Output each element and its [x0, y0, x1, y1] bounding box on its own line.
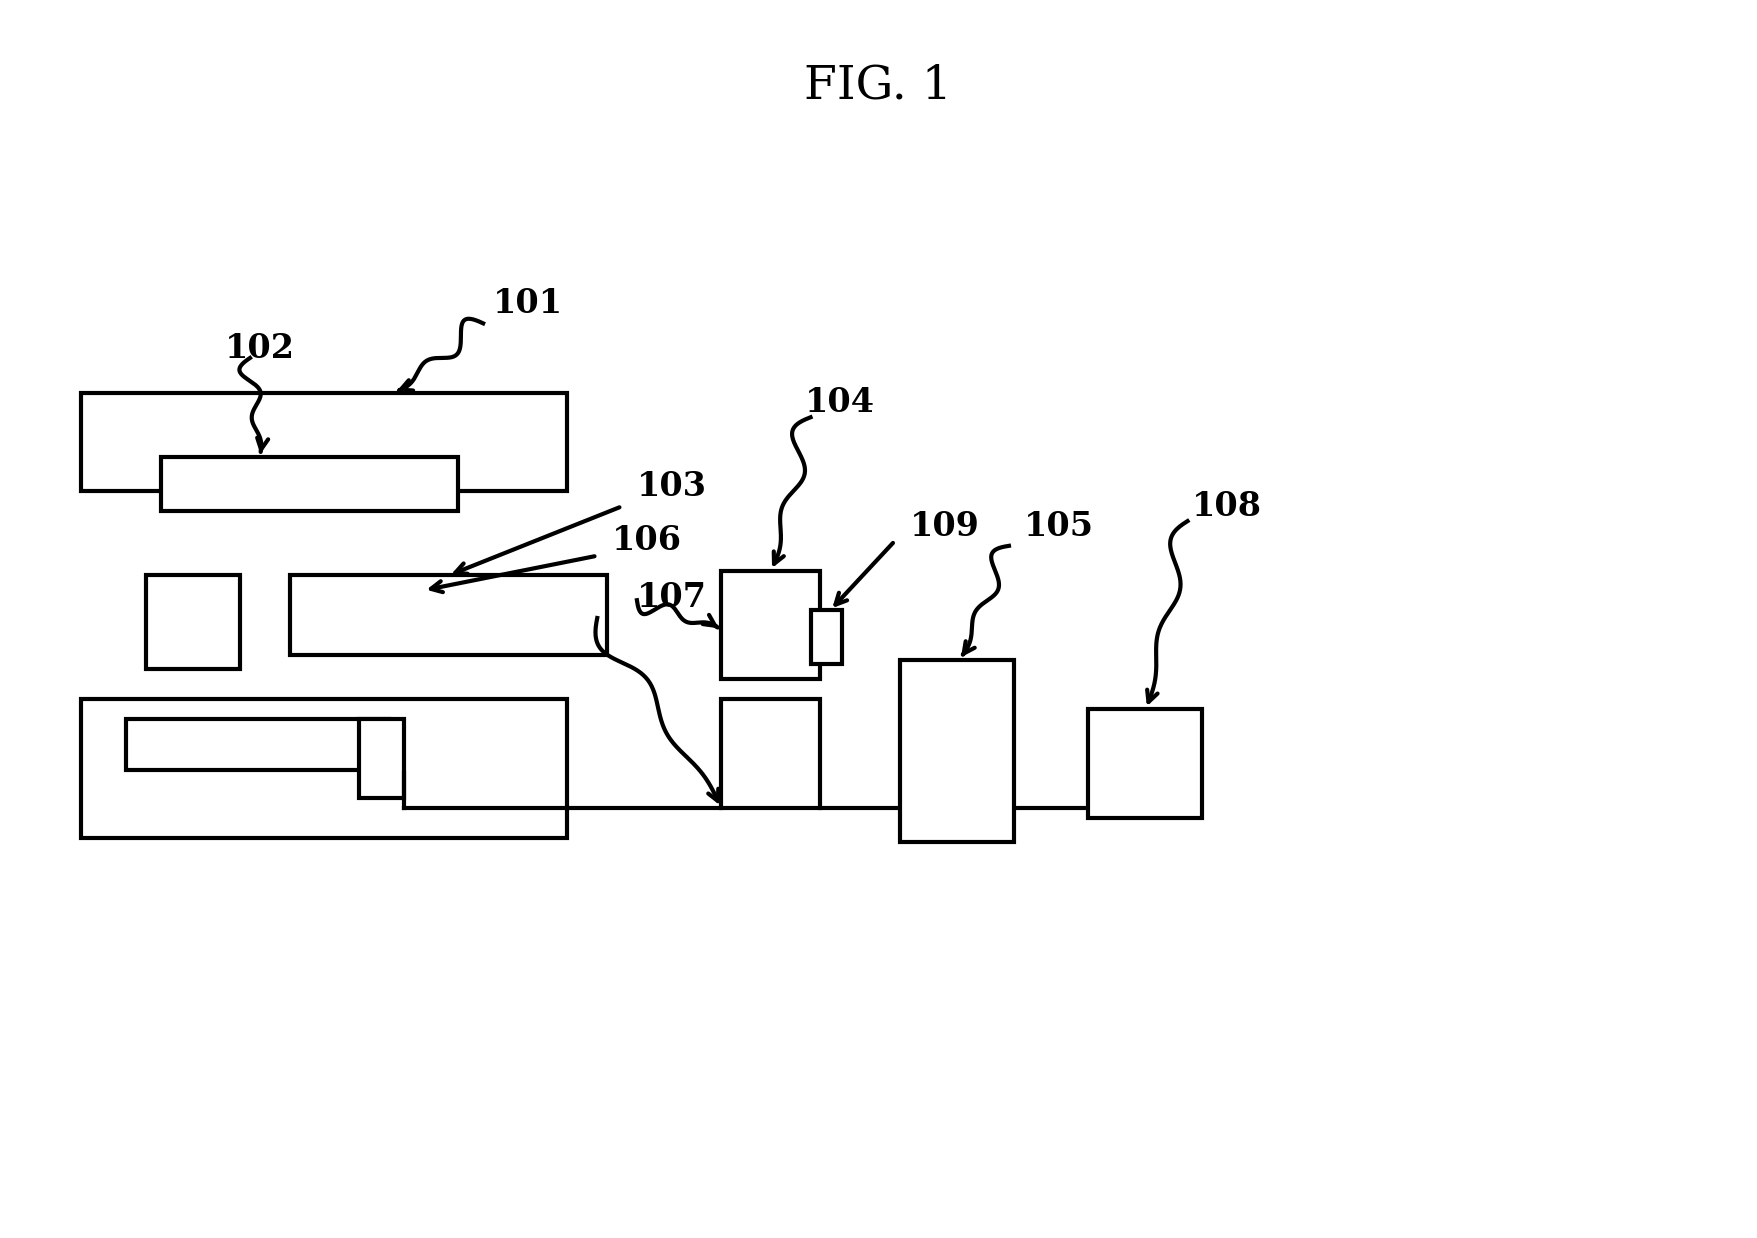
Text: 106: 106	[611, 525, 682, 557]
Bar	[900, 660, 1014, 843]
Bar	[358, 719, 404, 799]
Text: FIG. 1: FIG. 1	[805, 63, 952, 109]
Bar	[722, 571, 821, 680]
Text: 107: 107	[636, 581, 706, 614]
Text: 102: 102	[225, 332, 295, 364]
Bar	[810, 610, 842, 665]
Text: 105: 105	[1024, 510, 1093, 542]
Bar	[81, 699, 568, 838]
Bar	[160, 457, 459, 511]
Bar	[290, 576, 608, 655]
Text: 108: 108	[1193, 490, 1262, 522]
Bar	[127, 719, 388, 770]
Text: 101: 101	[492, 287, 562, 321]
Text: 103: 103	[636, 470, 706, 503]
Text: 109: 109	[910, 510, 979, 542]
Bar	[1088, 709, 1202, 818]
Bar	[146, 576, 241, 670]
Bar	[81, 392, 568, 491]
Text: 104: 104	[805, 386, 875, 418]
Bar	[722, 699, 821, 808]
